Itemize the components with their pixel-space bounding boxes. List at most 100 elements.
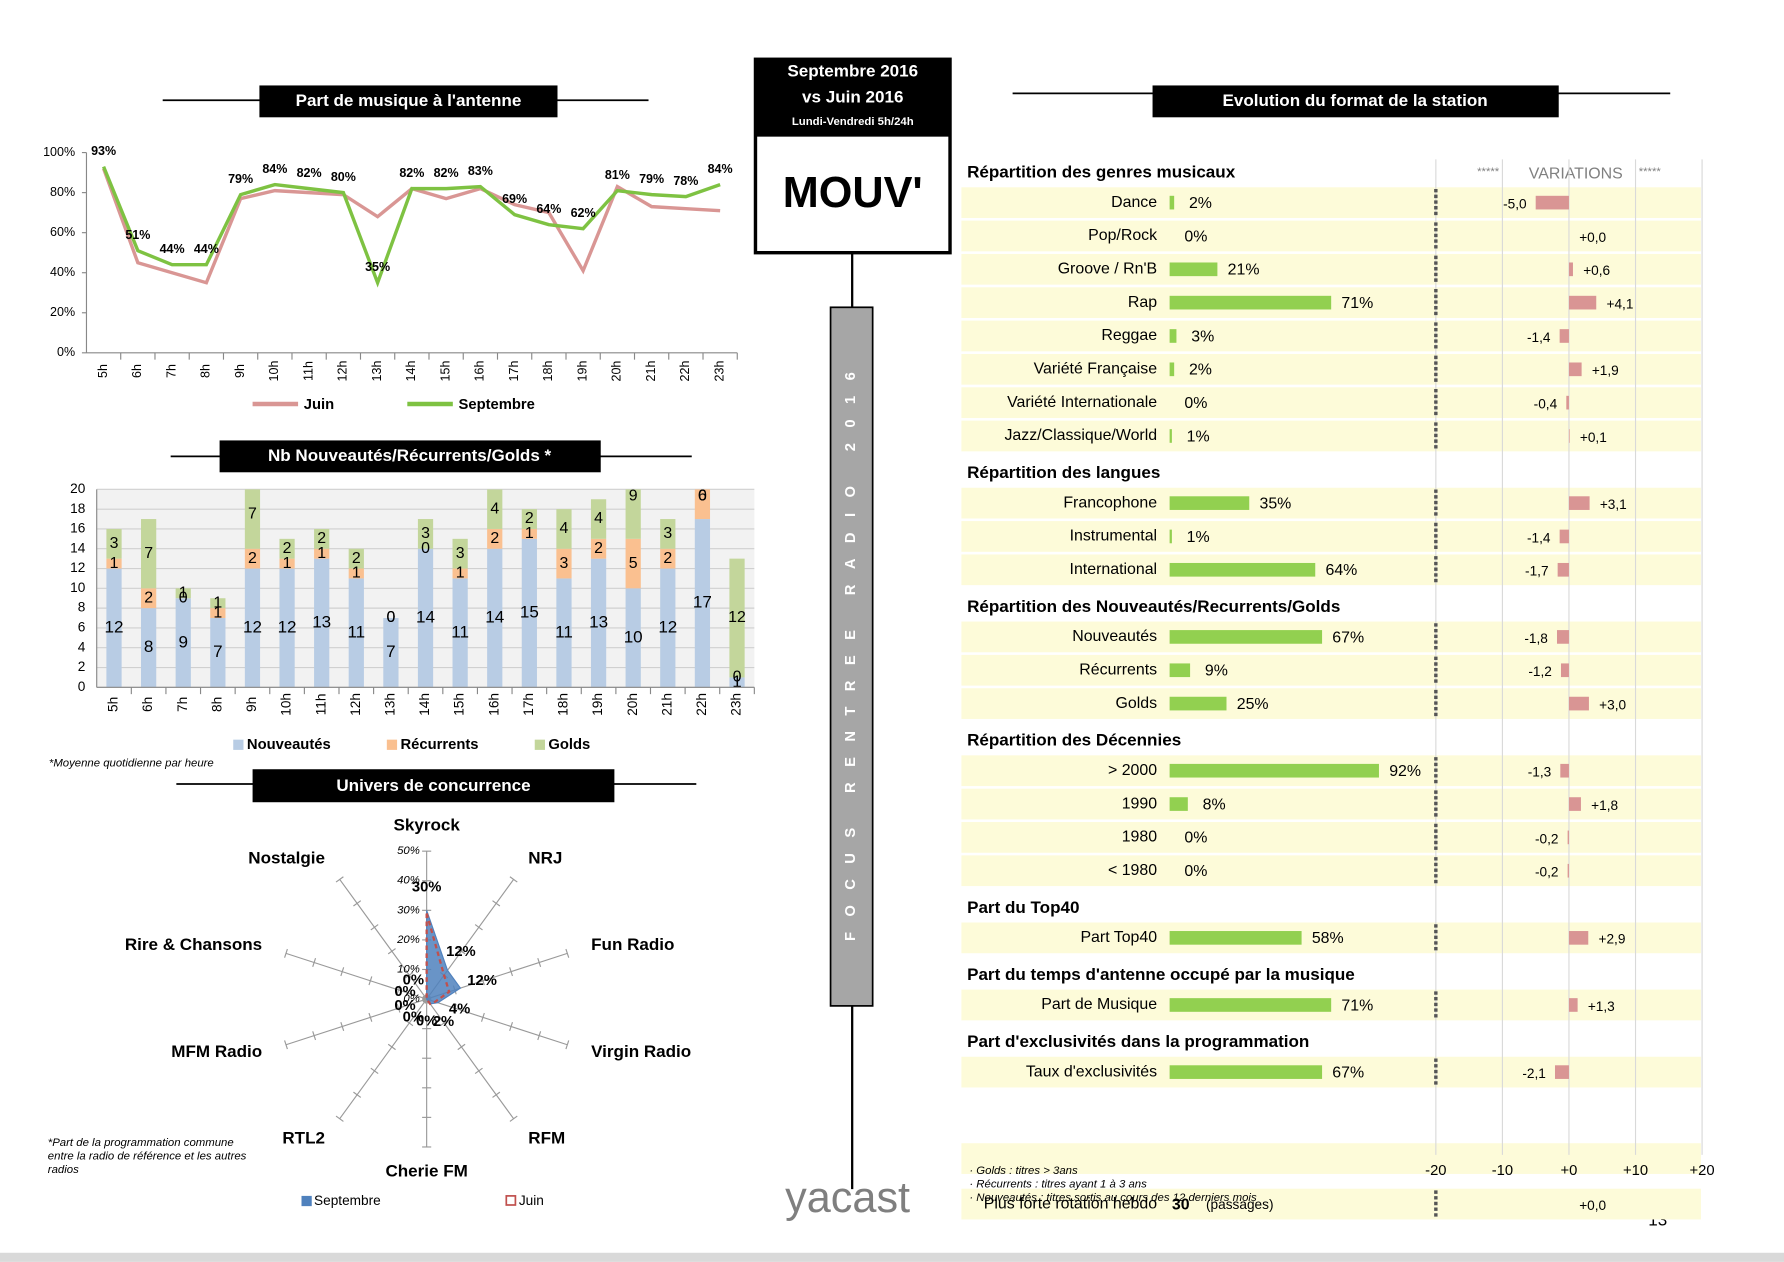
- section-title: Répartition des Nouveautés/Recurrents/Go…: [967, 597, 1340, 616]
- x-tick-label: 20h: [610, 361, 624, 382]
- bar-segment: [141, 608, 157, 688]
- y-tick-label: 60%: [50, 225, 75, 239]
- radar-axis: [339, 879, 428, 1000]
- share-bar: [1169, 562, 1316, 577]
- axis-tick: [284, 948, 288, 958]
- axis-tick: [474, 1067, 483, 1074]
- data-label: 4: [490, 500, 499, 517]
- x-tick-label: 17h: [507, 361, 521, 382]
- data-label: 80%: [331, 170, 356, 184]
- bar-segment: [556, 509, 572, 549]
- y-tick-label: 14: [70, 540, 86, 555]
- row-label: Dance: [1111, 194, 1157, 211]
- variation-label: -1,2: [1528, 664, 1552, 679]
- x-tick-label: 13h: [370, 361, 384, 382]
- axis-tick: [387, 1043, 396, 1051]
- x-tick-label: 15h: [438, 361, 452, 382]
- variation-label: -1,7: [1525, 564, 1549, 579]
- share-label: 71%: [1341, 997, 1373, 1014]
- row-label: Jazz/Classique/World: [1004, 427, 1157, 444]
- variation-bar: [1567, 830, 1569, 845]
- data-label: 62%: [571, 206, 596, 220]
- variation-label: +2,9: [1599, 932, 1626, 947]
- data-label: 4%: [449, 1002, 470, 1018]
- row-label: Golds: [1116, 695, 1158, 712]
- row-bg: [961, 1143, 1701, 1174]
- section-title: Part d'exclusivités dans la programmatio…: [967, 1032, 1309, 1051]
- x-tick-label: 11h: [301, 361, 315, 381]
- data-label: 44%: [160, 242, 185, 256]
- data-label: 0%: [416, 1014, 437, 1030]
- data-label: 11: [347, 622, 365, 641]
- data-label: 2: [663, 550, 672, 567]
- axis-label: MFM Radio: [171, 1042, 262, 1061]
- axis-tick: [509, 1021, 514, 1031]
- data-label: 1: [213, 594, 222, 611]
- x-tick-label: 10h: [267, 361, 281, 382]
- data-label: 5: [629, 555, 638, 572]
- data-label: 0%: [403, 1009, 424, 1025]
- row-label: 1980: [1122, 829, 1158, 846]
- bar-segment: [175, 598, 191, 688]
- radar-axis: [285, 998, 427, 1046]
- share-label: 25%: [1237, 696, 1269, 713]
- row-bg: [961, 1188, 1701, 1220]
- axis-tick: [353, 900, 362, 907]
- x-tick-label: +10: [1623, 1163, 1648, 1179]
- bar-segment: [348, 568, 364, 579]
- share-label: 71%: [1341, 295, 1373, 312]
- share-bar: [1169, 362, 1175, 377]
- bar-segment: [660, 568, 676, 688]
- bar-segment: [521, 509, 537, 529]
- data-label: 11: [451, 622, 469, 641]
- x-tick-label: 22h: [694, 693, 709, 716]
- bar-segment: [452, 538, 468, 569]
- data-label: 9: [178, 632, 187, 651]
- share-bar: [1169, 262, 1218, 277]
- data-label: 1: [213, 604, 222, 621]
- rotation-unit: (passages): [1206, 1197, 1273, 1212]
- variation-bar: [1568, 295, 1597, 310]
- title-box: [259, 85, 558, 118]
- share-bar: [1169, 998, 1332, 1012]
- row-label: Francophone: [1063, 494, 1157, 511]
- radar-axis: [285, 952, 427, 1000]
- data-label: 13: [589, 612, 608, 631]
- row-bg: [961, 187, 1701, 218]
- x-tick-label: 16h: [473, 361, 487, 382]
- y-tick-label: 100%: [43, 145, 75, 159]
- share-bar: [1169, 329, 1177, 343]
- bar-segment: [625, 489, 641, 539]
- data-label: 2: [283, 540, 292, 557]
- bar-segment: [729, 677, 745, 688]
- axis-tick: [335, 1115, 344, 1122]
- data-label: 3: [560, 555, 569, 572]
- data-label: 2%: [433, 1014, 454, 1030]
- share-label: 35%: [1259, 495, 1291, 512]
- share-bar: [1169, 529, 1172, 544]
- variation-label: -1,8: [1524, 631, 1548, 646]
- y-tick-label: 2: [78, 659, 86, 674]
- data-label: 84%: [708, 162, 733, 176]
- r-tick-label: 50%: [397, 845, 420, 857]
- variation-label: +1,8: [1591, 798, 1618, 813]
- variation-bar: [1568, 429, 1570, 443]
- r-tick-label: 0%: [403, 993, 419, 1005]
- row-bg: [961, 654, 1701, 686]
- axis-label: RFM: [528, 1128, 565, 1147]
- bar-segment: [556, 578, 572, 688]
- data-label: 4: [594, 510, 603, 527]
- variation-label: +3,0: [1599, 697, 1626, 712]
- rotation-value: 30: [1172, 1196, 1190, 1213]
- data-label: 2: [317, 530, 326, 547]
- row-label: Variété Française: [1034, 361, 1158, 378]
- data-label: 3: [110, 535, 119, 552]
- data-label: 3: [421, 525, 430, 542]
- data-label: 12: [278, 617, 297, 636]
- row-label: Plus forte rotation hebdo: [984, 1195, 1157, 1212]
- bar-segment: [729, 558, 745, 678]
- share-bar: [1169, 429, 1172, 443]
- axis-tick: [457, 948, 466, 955]
- bar-segment: [314, 558, 330, 688]
- legend-label: Juin: [304, 397, 334, 413]
